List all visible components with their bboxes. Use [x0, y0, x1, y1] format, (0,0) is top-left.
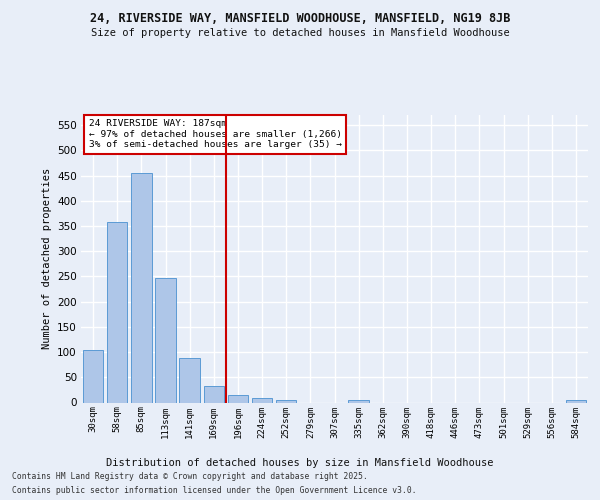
Bar: [349, 400, 369, 402]
Bar: [83, 350, 103, 403]
Text: Contains public sector information licensed under the Open Government Licence v3: Contains public sector information licen…: [12, 486, 416, 495]
Bar: [155, 278, 176, 402]
Text: Size of property relative to detached houses in Mansfield Woodhouse: Size of property relative to detached ho…: [91, 28, 509, 38]
Bar: [227, 396, 248, 402]
Text: Distribution of detached houses by size in Mansfield Woodhouse: Distribution of detached houses by size …: [106, 458, 494, 468]
Bar: [203, 386, 224, 402]
Bar: [107, 222, 127, 402]
Bar: [276, 400, 296, 402]
Text: 24, RIVERSIDE WAY, MANSFIELD WOODHOUSE, MANSFIELD, NG19 8JB: 24, RIVERSIDE WAY, MANSFIELD WOODHOUSE, …: [90, 12, 510, 26]
Bar: [179, 358, 200, 403]
Y-axis label: Number of detached properties: Number of detached properties: [41, 168, 52, 350]
Text: Contains HM Land Registry data © Crown copyright and database right 2025.: Contains HM Land Registry data © Crown c…: [12, 472, 368, 481]
Text: 24 RIVERSIDE WAY: 187sqm
← 97% of detached houses are smaller (1,266)
3% of semi: 24 RIVERSIDE WAY: 187sqm ← 97% of detach…: [89, 120, 341, 149]
Bar: [566, 400, 586, 402]
Bar: [131, 173, 152, 402]
Bar: [252, 398, 272, 402]
